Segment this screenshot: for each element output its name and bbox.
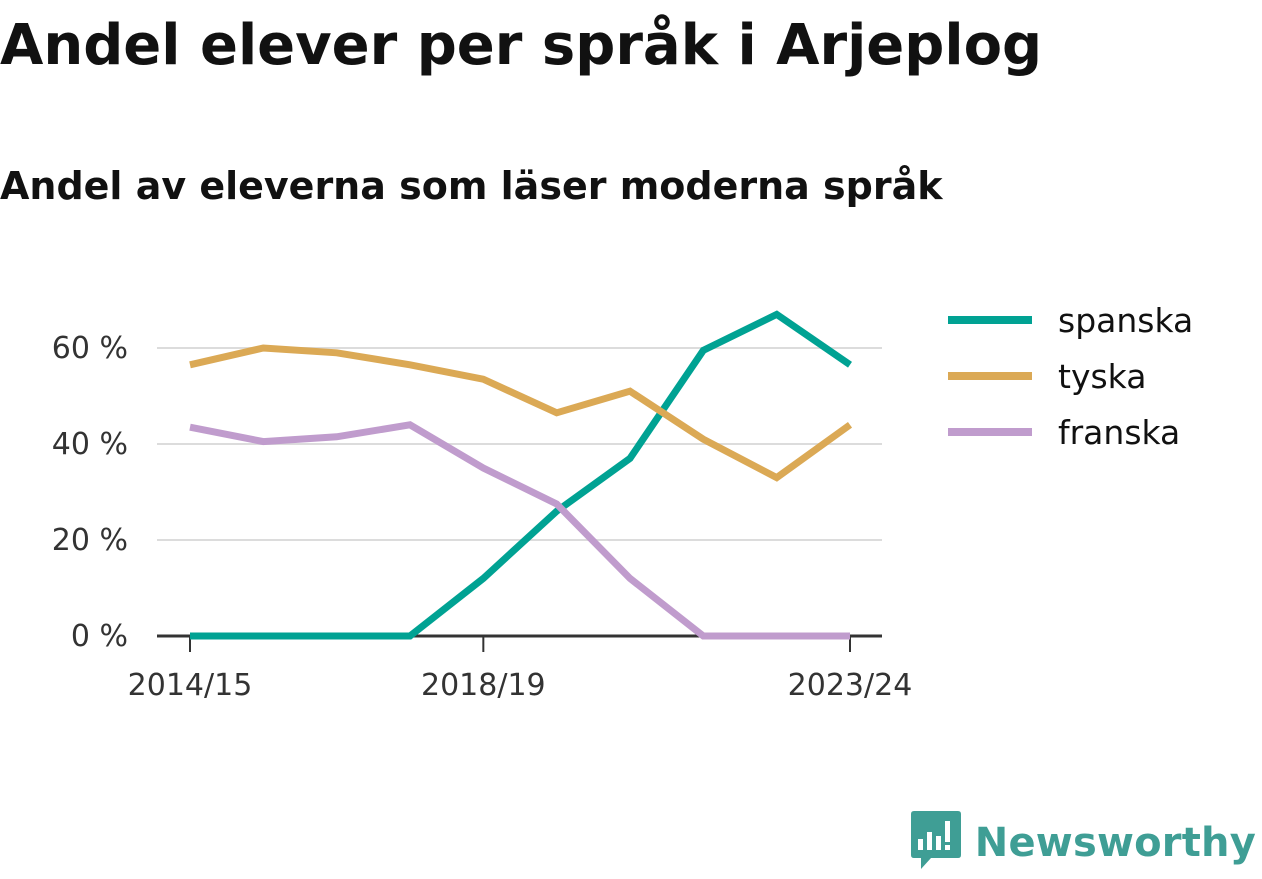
- legend-label-tyska: tyska: [1058, 357, 1146, 396]
- y-tick-label: 40 %: [52, 427, 128, 462]
- bar-chart-speech-bubble-icon: [910, 811, 961, 875]
- y-tick-label: 0 %: [71, 619, 128, 654]
- brand-name: Newsworthy: [974, 820, 1256, 866]
- x-tick-label: 2018/19: [421, 668, 546, 703]
- legend: spanska tyska franska: [948, 301, 1193, 452]
- series-line-spanska: [190, 310, 852, 640]
- chart-subtitle: Andel av eleverna som läser moderna språ…: [0, 164, 943, 208]
- x-tick-label: 2014/15: [128, 668, 253, 703]
- series-line-tyska: [189, 344, 853, 482]
- y-tick-label: 20 %: [52, 523, 128, 558]
- series-lines: [189, 310, 853, 640]
- legend-label-spanska: spanska: [1058, 301, 1193, 340]
- y-tick-label: 60 %: [52, 331, 128, 366]
- x-tick-label: 2023/24: [788, 668, 913, 703]
- legend-label-franska: franska: [1058, 413, 1180, 452]
- chart-title: Andel elever per språk i Arjeplog: [0, 13, 1043, 78]
- brand-logo: Newsworthy: [910, 811, 1256, 875]
- series-line-franska: [189, 421, 850, 640]
- axes: 0 % 20 % 40 % 60 % 2014/15 2018/19 2023/24: [52, 331, 913, 703]
